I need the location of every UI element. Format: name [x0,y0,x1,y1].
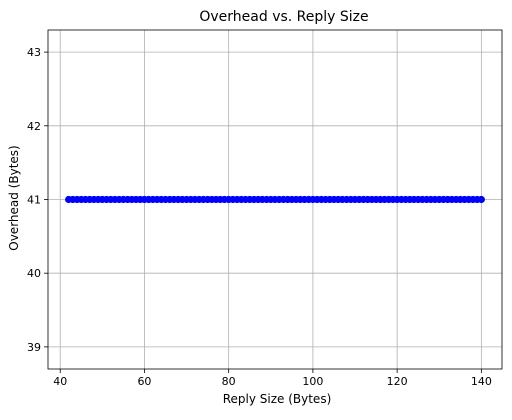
chart-title: Overhead vs. Reply Size [199,9,368,25]
x-tick-label: 140 [471,375,492,388]
y-tick-label: 39 [27,341,41,354]
data-point [477,195,485,204]
y-tick-label: 43 [27,46,41,59]
y-tick-label: 40 [27,267,41,280]
x-tick-label: 100 [302,375,323,388]
y-tick-label: 42 [27,120,41,133]
x-tick-label: 120 [387,375,408,388]
x-tick-label: 80 [222,375,236,388]
y-axis-label: Overhead (Bytes) [7,145,21,250]
axis-ticks: 40 60 80 100 120 140 39 40 41 42 43 [27,46,492,388]
data-series [65,195,485,204]
y-tick-label: 41 [27,194,41,207]
x-axis-label: Reply Size (Bytes) [223,392,332,406]
x-tick-label: 60 [137,375,151,388]
x-tick-label: 40 [53,375,67,388]
